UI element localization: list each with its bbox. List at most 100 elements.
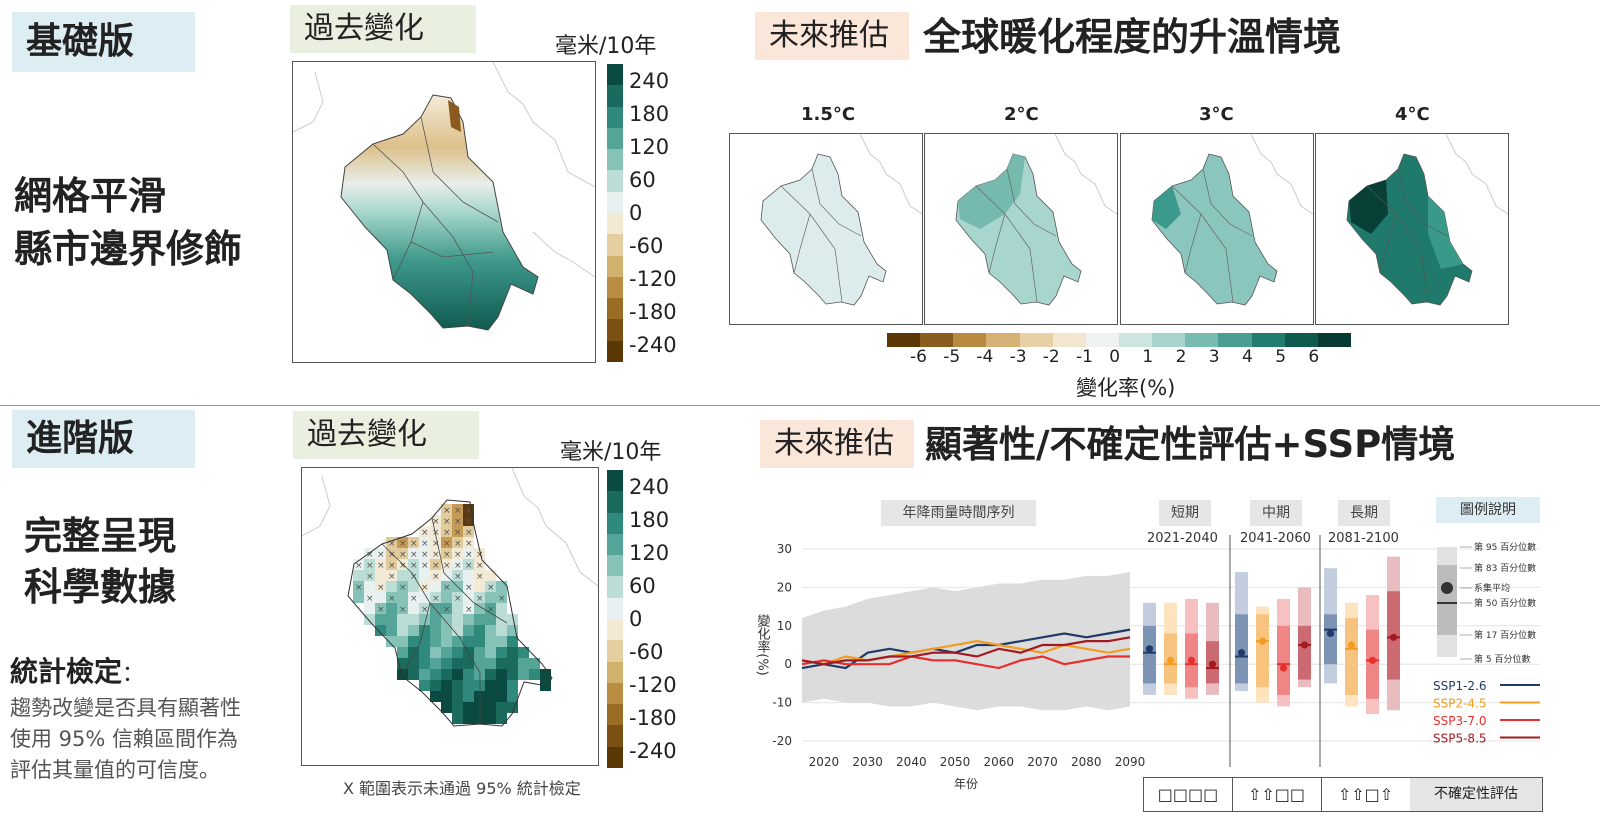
grid-cell (375, 625, 386, 636)
past-change-tag-bottom: 過去變化 (293, 411, 479, 459)
insignificant-mark: × (388, 572, 396, 582)
gwl-title-4: 4°C (1395, 104, 1430, 125)
grid-cell (452, 647, 463, 658)
x-axis-label: 年份 (954, 777, 978, 791)
future-tag-top: 未來推估 (755, 12, 909, 60)
hbar-cell (1052, 333, 1087, 347)
grid-cell (496, 669, 507, 680)
colorbar-cell (607, 255, 623, 278)
grid-cell (430, 691, 441, 702)
x-tick-label: 2080 (1071, 755, 1102, 769)
hbar-cell (1251, 333, 1286, 347)
hbar-tick: -5 (943, 347, 961, 367)
series-line-ssp5-8.5 (801, 636, 1131, 666)
grid-cell (441, 515, 452, 526)
grid-cell (529, 669, 540, 680)
grid-cell (485, 680, 496, 691)
insignificant-mark: × (399, 550, 407, 560)
grid-cell (463, 559, 474, 570)
legend-box-label: 第 83 百分位數 (1474, 562, 1536, 574)
grid-cell (518, 647, 529, 658)
insignificant-mark: × (432, 572, 440, 582)
grid-cell (441, 669, 452, 680)
colorbar-cell (607, 704, 623, 726)
grid-cell (408, 537, 419, 548)
grid-cell (430, 625, 441, 636)
insignificant-mark: × (410, 550, 418, 560)
unit-label-top: 毫米/10年 (555, 34, 657, 59)
grid-cell (485, 702, 496, 713)
grid-cell (474, 559, 485, 570)
insignificant-mark: × (443, 506, 451, 516)
box-inner (1298, 625, 1311, 680)
grid-cell (397, 570, 408, 581)
y-axis-label: 變化率(%) (755, 614, 771, 676)
grid-cell (419, 603, 430, 614)
grid-cell (485, 625, 496, 636)
grid-cell (441, 658, 452, 669)
colorbar-tick-180: 180 (629, 102, 670, 126)
legend-header: 圖例說明 (1436, 497, 1540, 523)
grid-cell (364, 614, 375, 625)
grid-cell (386, 603, 397, 614)
period-range-mid: 2041-2060 (1240, 531, 1311, 546)
colorbar-cell (607, 191, 623, 214)
colorbar-cell (607, 106, 623, 129)
grid-cell (474, 691, 485, 702)
grid-cell (452, 680, 463, 691)
grid-cell (441, 603, 452, 614)
insignificant-mark: × (432, 528, 440, 538)
grid-cell (463, 614, 474, 625)
grid-cell (485, 669, 496, 680)
map-svg-top (293, 62, 595, 331)
ssp-chart: 30 20 10 0 -10 -20 2020 2030 2040 2050 2060 2070 208… (755, 535, 1540, 791)
stat-line1: 趨勢改變是否具有顯著性 (10, 696, 241, 720)
legend-series-label: SSP3-7.0 (1433, 714, 1487, 728)
grid-cell (386, 581, 397, 592)
grid-map-svg: × × ×× × × ×× × × × ×× × × × × × × ×× × × × × × × × × × ×× × × × × × × × ×… (302, 468, 598, 727)
grid-cell (452, 537, 463, 548)
ts-header: 年降雨量時間序列 (881, 500, 1036, 526)
colorbar-tick-120: 120 (629, 541, 670, 565)
grid-cell (496, 658, 507, 669)
grid-cell (452, 570, 463, 581)
future-title-bottom: 顯著性/不確定性評估+SSP情境 (925, 423, 1456, 466)
grid-cell (441, 702, 452, 713)
insignificant-mark: × (432, 594, 440, 604)
grid-cell (430, 669, 441, 680)
colorbar-bottom: 240 180 120 60 0 -60 -120 -180 -240 (607, 470, 687, 769)
x-tick-label: 2040 (896, 755, 927, 769)
grid-cell (375, 559, 386, 570)
box-mean (1187, 656, 1196, 664)
grid-cell (452, 504, 463, 515)
insignificant-mark: × (410, 594, 418, 604)
grid-cell (419, 625, 430, 636)
grid-cell (419, 658, 430, 669)
colorbar-top: 240 180 120 60 0 -60 -120 -180 -240 (607, 64, 687, 363)
gwl-title-1: 1.5°C (801, 104, 856, 125)
colorbar-cell (607, 170, 623, 193)
uncert-cell-mid: ⇧⇧□□ (1232, 778, 1322, 811)
grid-cell (529, 658, 540, 669)
colorbar-tick-240: 240 (629, 475, 670, 499)
box-mean (1300, 641, 1309, 649)
insignificant-mark: × (399, 539, 407, 549)
colorbar-cell (607, 619, 623, 641)
colorbar-tick-m60: -60 (629, 640, 664, 664)
box-mean (1166, 656, 1175, 664)
grid-cell (441, 691, 452, 702)
grid-cell (430, 680, 441, 691)
y-tick-label: -20 (772, 734, 792, 748)
grid-cell (463, 680, 474, 691)
grid-cell (430, 515, 441, 526)
grid-cell (540, 669, 551, 680)
grid-cell (408, 636, 419, 647)
colorbar-cell (607, 491, 623, 514)
grid-cell (430, 614, 441, 625)
insignificant-mark: × (454, 506, 462, 516)
grid-cell (408, 581, 419, 592)
grid-cell (419, 526, 430, 537)
insignificant-mark: × (399, 605, 407, 615)
insignificant-mark: × (432, 539, 440, 549)
uncert-cell-long: ⇧⇧□⇧ (1321, 778, 1411, 811)
